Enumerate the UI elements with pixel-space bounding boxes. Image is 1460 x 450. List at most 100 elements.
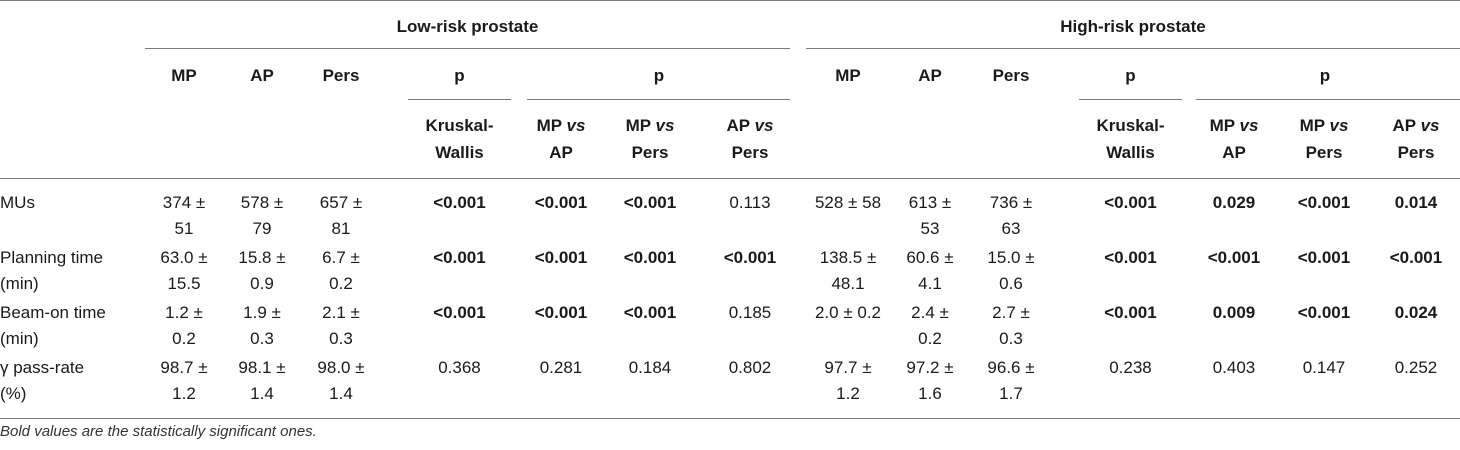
pvalue-low-ap-pers: 0.113 bbox=[729, 193, 771, 212]
value-low-mp-sd: 51 bbox=[174, 219, 194, 238]
value-high-ap-sd: 4.1 bbox=[918, 274, 942, 293]
value-high-pers-sd: 0.3 bbox=[999, 329, 1023, 348]
col-header-ap-vs-pers: AP vs bbox=[700, 113, 800, 139]
group-header-high-risk: High-risk prostate bbox=[1060, 17, 1206, 36]
table-top-rule bbox=[0, 0, 1460, 1]
value-high-pers: 15.0 ± bbox=[987, 248, 1035, 267]
pvalue-high-ap-pers: 0.252 bbox=[1394, 358, 1438, 377]
value-low-mp: 1.2 ± bbox=[165, 303, 203, 322]
value-low-mp-sd: 15.5 bbox=[167, 274, 201, 293]
versus-label: vs bbox=[655, 116, 675, 135]
pvalue-high-kw: <0.001 bbox=[1104, 193, 1157, 212]
value-high-mp: 2.0 ± 0.2 bbox=[814, 303, 882, 322]
comparison-right: Pers bbox=[731, 143, 769, 162]
value-low-pers: 657 ± bbox=[319, 193, 363, 212]
pvalue-high-kw: 0.238 bbox=[1109, 358, 1152, 377]
value-high-pers-sd: 63 bbox=[1001, 219, 1021, 238]
value-high-ap: 613 ± bbox=[908, 193, 952, 212]
value-high-mp-sd: 1.2 bbox=[836, 384, 860, 403]
comparison-left: AP bbox=[726, 116, 750, 135]
pvalue-low-ap-pers: <0.001 bbox=[723, 248, 777, 267]
col-header-ap-vs-pers: AP vs bbox=[1372, 113, 1460, 139]
pvalue-high-mp-pers: <0.001 bbox=[1297, 248, 1351, 267]
pvalue-low-mp-ap: <0.001 bbox=[534, 193, 588, 212]
pvalue-low-kw: 0.368 bbox=[438, 358, 481, 377]
comparison-right: Pers bbox=[1397, 143, 1435, 162]
comparison-left: MP bbox=[625, 116, 651, 135]
header-bottom-rule bbox=[0, 178, 1460, 179]
pvalue-high-mp-ap: <0.001 bbox=[1207, 248, 1261, 267]
value-high-mp: 138.5 ± bbox=[819, 248, 877, 267]
pvalue-high-kw: <0.001 bbox=[1104, 303, 1157, 322]
row-label-unit: (min) bbox=[0, 274, 39, 293]
value-high-pers: 2.7 ± bbox=[992, 303, 1030, 322]
versus-label: vs bbox=[566, 116, 586, 135]
comparison-right: AP bbox=[1222, 143, 1246, 162]
pvalue-high-mp-pers: 0.147 bbox=[1302, 358, 1346, 377]
comparison-right: Pers bbox=[1305, 143, 1343, 162]
pvalue-low-mp-pers: 0.184 bbox=[628, 358, 672, 377]
value-low-ap-sd: 0.3 bbox=[250, 329, 274, 348]
pvalue-high-mp-ap: 0.009 bbox=[1212, 303, 1256, 322]
value-low-pers-sd: 0.3 bbox=[329, 329, 353, 348]
value-high-ap: 97.2 ± bbox=[906, 358, 954, 377]
value-low-pers: 98.0 ± bbox=[317, 358, 365, 377]
col-header-kruskal-line2: Wallis bbox=[1106, 143, 1155, 162]
pvalue-low-ap-pers: 0.802 bbox=[728, 358, 772, 377]
pvalue-low-mp-pers: <0.001 bbox=[623, 193, 677, 212]
value-low-ap-sd: 1.4 bbox=[250, 384, 274, 403]
pvalue-high-kw: <0.001 bbox=[1104, 248, 1157, 267]
col-header-p: p bbox=[1125, 66, 1136, 85]
high-group-rule bbox=[806, 48, 1460, 49]
row-label: Beam-on time bbox=[0, 303, 106, 322]
value-high-ap-sd: 1.6 bbox=[918, 384, 942, 403]
value-high-pers: 96.6 ± bbox=[987, 358, 1035, 377]
value-low-pers-sd: 81 bbox=[331, 219, 351, 238]
value-low-ap: 15.8 ± bbox=[238, 248, 286, 267]
col-header-mp: MP bbox=[835, 66, 861, 85]
value-high-mp: 97.7 ± bbox=[824, 358, 872, 377]
pvalue-low-mp-pers: <0.001 bbox=[623, 303, 677, 322]
pvalue-high-mp-ap: 0.029 bbox=[1212, 193, 1256, 212]
col-header-ap: AP bbox=[250, 66, 274, 85]
col-header-pers: Pers bbox=[992, 66, 1030, 85]
table-footnote: Bold values are the statistically signif… bbox=[0, 423, 317, 440]
comparison-right: AP bbox=[549, 143, 573, 162]
comparison-left: MP bbox=[1299, 116, 1325, 135]
value-high-pers-sd: 0.6 bbox=[999, 274, 1023, 293]
row-label: Planning time bbox=[0, 248, 104, 267]
row-label-unit: (%) bbox=[0, 384, 27, 403]
pvalue-low-kw: <0.001 bbox=[433, 303, 486, 322]
low-pairwise-rule bbox=[527, 99, 790, 100]
col-header-mp-vs-ap: MP vs bbox=[1190, 113, 1278, 139]
value-low-pers-sd: 0.2 bbox=[329, 274, 353, 293]
value-low-ap-sd: 79 bbox=[252, 219, 272, 238]
value-high-mp: 528 ± 58 bbox=[814, 193, 882, 212]
col-header-ap: AP bbox=[918, 66, 942, 85]
versus-label: vs bbox=[1329, 116, 1349, 135]
versus-label: vs bbox=[1420, 116, 1440, 135]
comparison-left: AP bbox=[1392, 116, 1416, 135]
value-high-pers-sd: 1.7 bbox=[999, 384, 1023, 403]
value-low-mp: 63.0 ± bbox=[160, 248, 208, 267]
col-header-kruskal-line2: Wallis bbox=[435, 143, 484, 162]
comparison-right: Pers bbox=[631, 143, 669, 162]
row-label-unit: (min) bbox=[0, 329, 39, 348]
col-header-pers: Pers bbox=[322, 66, 360, 85]
pvalue-high-mp-pers: <0.001 bbox=[1297, 193, 1351, 212]
pvalue-high-ap-pers: <0.001 bbox=[1389, 248, 1443, 267]
high-p-rule bbox=[1079, 99, 1182, 100]
value-low-ap: 98.1 ± bbox=[238, 358, 286, 377]
col-header-mp-vs-pers: MP vs bbox=[1278, 113, 1370, 139]
high-pairwise-rule bbox=[1196, 99, 1460, 100]
pvalue-low-ap-pers: 0.185 bbox=[728, 303, 772, 322]
value-low-pers-sd: 1.4 bbox=[329, 384, 353, 403]
pvalue-high-mp-pers: <0.001 bbox=[1297, 303, 1351, 322]
col-header-kruskal-line1: Kruskal- bbox=[1096, 116, 1165, 135]
col-header-mp-vs-pers: MP vs bbox=[604, 113, 696, 139]
value-high-ap-sd: 0.2 bbox=[918, 329, 942, 348]
value-high-mp-sd: 48.1 bbox=[831, 274, 865, 293]
value-low-mp-sd: 1.2 bbox=[172, 384, 196, 403]
value-low-ap: 578 ± bbox=[240, 193, 284, 212]
